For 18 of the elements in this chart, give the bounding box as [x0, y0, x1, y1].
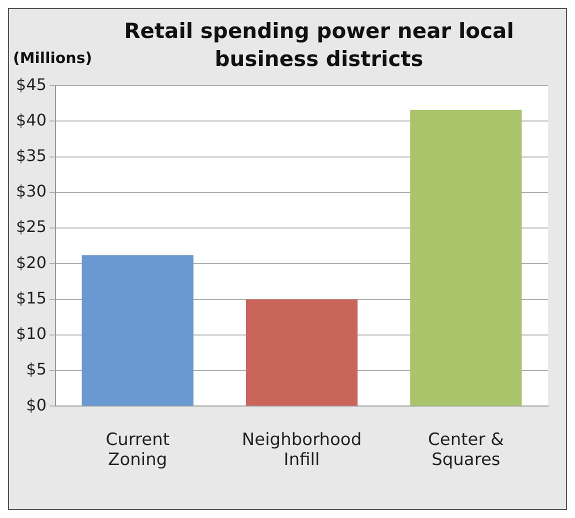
- chart-title: Retail spending power near local business districts: [123, 18, 515, 73]
- y-axis-title: (Millions): [13, 49, 92, 67]
- x-tick-label: Center & Squares: [428, 430, 504, 470]
- y-tick-label: $20: [16, 252, 47, 272]
- bar: [82, 255, 194, 406]
- bar: [246, 299, 358, 406]
- y-tick-label: $35: [16, 146, 47, 165]
- y-tick-label: $15: [16, 288, 47, 308]
- y-tick-label: $30: [16, 182, 47, 201]
- y-tick-label: $40: [16, 110, 47, 130]
- y-tick-label: $0: [26, 395, 47, 414]
- y-tick-label: $45: [16, 74, 47, 94]
- x-tick-label: Neighborhood Infill: [242, 430, 362, 470]
- y-tick-label: $10: [16, 324, 47, 344]
- y-tick-label: $5: [26, 360, 47, 379]
- y-tick-label: $25: [16, 217, 47, 236]
- x-tick-label: Current Zoning: [106, 430, 170, 470]
- bar: [410, 110, 522, 406]
